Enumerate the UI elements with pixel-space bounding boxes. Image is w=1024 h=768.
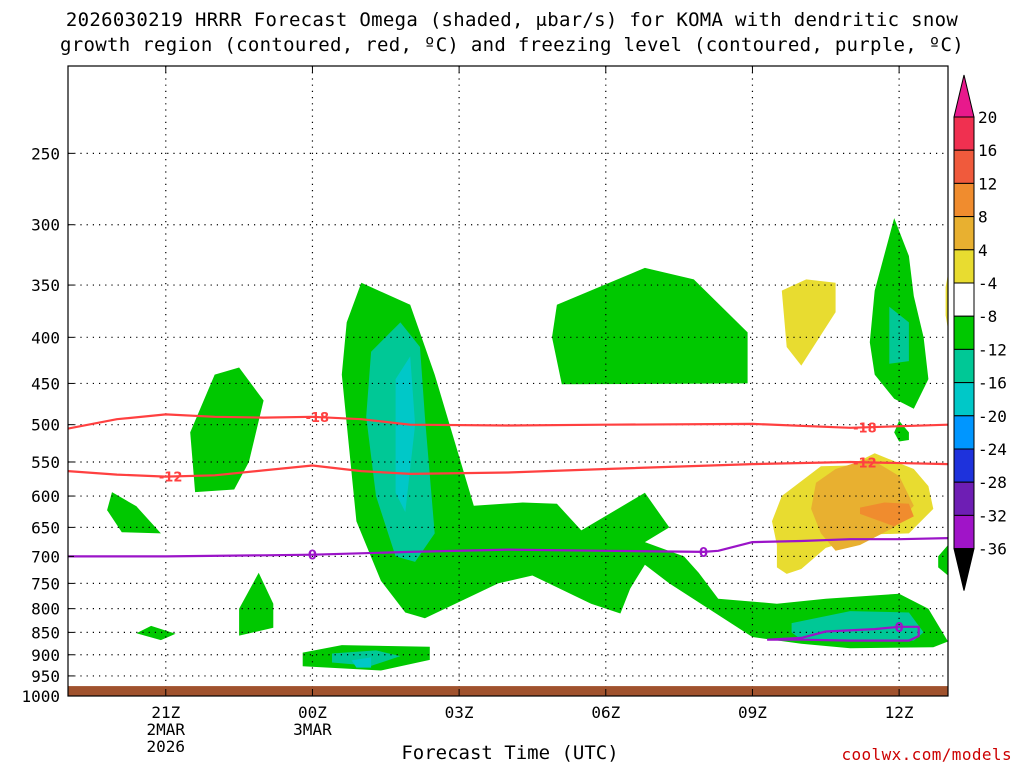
colorbar-swatch--24 xyxy=(953,448,975,483)
y-tick-label-950: 950 xyxy=(31,667,60,686)
x-tick-label-12Z-0: 12Z xyxy=(885,703,914,722)
x-tick-label-21Z-2: 2026 xyxy=(147,737,186,756)
chart-title-line1: 2026030219 HRRR Forecast Omega (shaded, … xyxy=(65,9,959,31)
colorbar-swatch-20 xyxy=(953,116,975,151)
colorbar-label-16: 16 xyxy=(978,141,997,160)
plot-frame xyxy=(67,65,949,697)
contour-label-0-1: -18 xyxy=(853,421,877,436)
colorbar-label-8: 8 xyxy=(978,208,988,227)
colorbar-top-triangle xyxy=(953,74,975,118)
colorbar-swatch-4 xyxy=(953,249,975,284)
contour-label-3-0: 0 xyxy=(895,621,904,636)
omega-region-19 xyxy=(811,458,914,551)
colorbar-label-4: 4 xyxy=(978,241,988,260)
contour-line-3 xyxy=(767,625,920,642)
colorbar-label-12: 12 xyxy=(978,174,997,193)
y-tick-label-350: 350 xyxy=(31,276,60,295)
colorbar-label-20: 20 xyxy=(978,108,997,127)
contour-label-0-0: -18 xyxy=(306,411,330,426)
x-tick-label-06Z-0: 06Z xyxy=(591,703,620,722)
omega-region-8 xyxy=(894,420,909,442)
x-tick-label-21Z-0: 21Z xyxy=(151,703,180,722)
x-tick-label-03Z-0: 03Z xyxy=(445,703,474,722)
omega-region-15 xyxy=(351,657,372,668)
y-tick-label-600: 600 xyxy=(31,487,60,506)
y-tick-label-800: 800 xyxy=(31,600,60,619)
colorbar-swatch-12 xyxy=(953,182,975,218)
colorbar-swatch--4 xyxy=(953,282,975,317)
x-axis-label: Forecast Time (UTC) xyxy=(401,742,619,764)
colorbar-swatch-8 xyxy=(953,216,975,251)
omega-region-3 xyxy=(136,625,176,641)
y-tick-label-500: 500 xyxy=(31,416,60,435)
colorbar-swatch--12 xyxy=(953,348,975,384)
colorbar-swatch--20 xyxy=(953,415,975,450)
colorbar-bottom-triangle xyxy=(953,548,975,591)
colorbar-label--16: -16 xyxy=(978,374,1007,393)
colorbar-label--28: -28 xyxy=(978,473,1007,492)
y-tick-label-700: 700 xyxy=(31,547,60,566)
credit-link[interactable]: coolwx.com/models xyxy=(841,745,1012,764)
y-tick-label-650: 650 xyxy=(31,518,60,537)
contour-line-1 xyxy=(68,460,948,478)
contour-label-2-1: 0 xyxy=(699,546,708,561)
colorbar-label--36: -36 xyxy=(978,540,1007,559)
omega-region-1 xyxy=(107,492,161,534)
colorbar-label--4: -4 xyxy=(978,274,997,293)
colorbar-swatch--16 xyxy=(953,382,975,417)
y-tick-label-300: 300 xyxy=(31,216,60,235)
colorbar-swatch--28 xyxy=(953,481,975,516)
omega-region-7 xyxy=(869,218,929,409)
colorbar-label--20: -20 xyxy=(978,407,1007,426)
omega-region-0 xyxy=(190,367,264,493)
contour-line-2 xyxy=(68,537,948,558)
omega-region-13 xyxy=(332,650,401,666)
omega-region-12 xyxy=(889,306,909,364)
ground-surface xyxy=(68,686,948,696)
y-tick-label-400: 400 xyxy=(31,328,60,347)
y-tick-label-250: 250 xyxy=(31,144,60,163)
contour-label-2-0: 0 xyxy=(308,549,317,564)
omega-region-20 xyxy=(860,502,914,527)
omega-region-9 xyxy=(938,545,948,576)
x-tick-label-00Z-0: 00Z xyxy=(298,703,327,722)
y-tick-label-450: 450 xyxy=(31,374,60,393)
omega-region-11 xyxy=(791,611,924,641)
y-tick-label-900: 900 xyxy=(31,646,60,665)
omega-region-4 xyxy=(341,282,948,649)
contour-label-1-0: -12 xyxy=(159,471,183,486)
colorbar-label--8: -8 xyxy=(978,307,997,326)
y-tick-label-850: 850 xyxy=(31,623,60,642)
omega-region-6 xyxy=(552,267,748,385)
chart-title-line2: growth region (contoured, red, ºC) and f… xyxy=(60,34,964,56)
contour-label-1-1: -12 xyxy=(853,456,877,471)
colorbar-swatch-16 xyxy=(953,149,975,184)
colorbar-label--32: -32 xyxy=(978,506,1007,525)
x-tick-label-00Z-1: 3MAR xyxy=(293,720,332,739)
x-tick-label-09Z-0: 09Z xyxy=(738,703,767,722)
y-tick-label-550: 550 xyxy=(31,453,60,472)
y-tick-label-1000: 1000 xyxy=(21,687,60,706)
colorbar-label--12: -12 xyxy=(978,340,1007,359)
colorbar-swatch--8 xyxy=(953,315,975,350)
contour-line-0 xyxy=(68,413,948,430)
colorbar-label--24: -24 xyxy=(978,440,1007,459)
omega-region-21 xyxy=(798,306,809,338)
x-tick-label-21Z-1: 2MAR xyxy=(147,720,186,739)
y-tick-label-750: 750 xyxy=(31,574,60,593)
omega-region-16 xyxy=(781,279,836,366)
colorbar-swatch--32 xyxy=(953,514,975,550)
omega-region-2 xyxy=(239,572,274,636)
